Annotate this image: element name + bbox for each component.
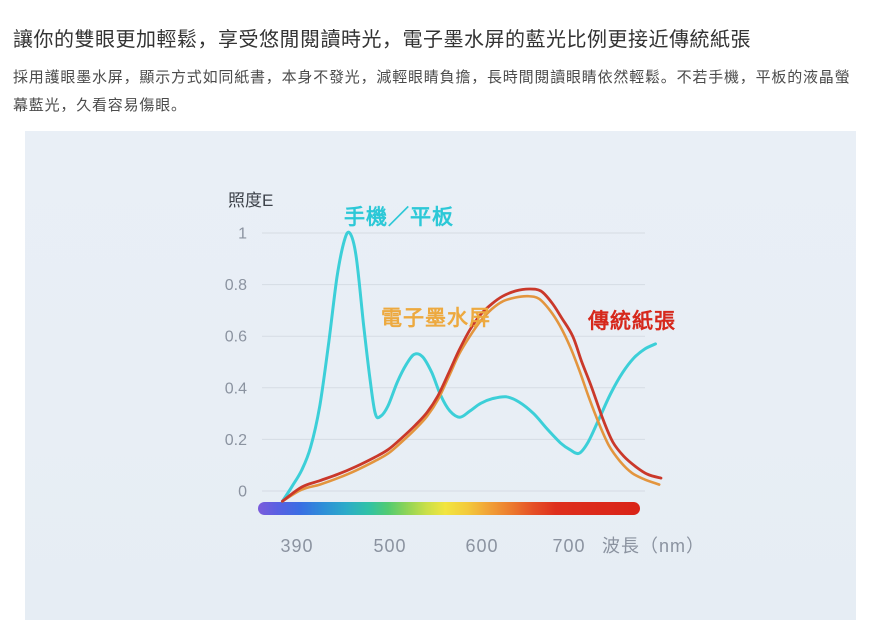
x-tick-label: 390 (280, 536, 313, 556)
y-axis-title: 照度E (228, 191, 273, 210)
series-curve-2 (281, 287, 663, 503)
series-curve-0 (280, 230, 657, 503)
y-tick-label: 0 (238, 484, 247, 501)
chart-panel: 0 0.2 0.4 0.6 0.8 1 照度E 390 500 600 700 波長（nm） 手機／平… (25, 131, 856, 620)
legend-phone-tablet: 手機／平板 (344, 206, 454, 229)
y-tick-label: 1 (238, 226, 247, 243)
y-tick-label: 0.6 (225, 329, 247, 346)
x-axis-title: 波長（nm） (602, 536, 705, 556)
spectrum-bar (258, 502, 640, 515)
legend-traditional-paper: 傳統紙張 (588, 310, 676, 333)
series-curve-1 (281, 294, 661, 503)
x-tick-label: 500 (373, 536, 406, 556)
y-tick-label: 0.2 (225, 432, 247, 449)
x-tick-label: 700 (552, 536, 585, 556)
spectrum-chart-svg: 0 0.2 0.4 0.6 0.8 1 照度E 390 500 600 700 波長（nm） (225, 191, 705, 556)
y-tick-label: 0.4 (225, 380, 247, 397)
section-body-line-1: 採用護眼墨水屏，顯示方式如同紙書，本身不發光，減輕眼睛負擔，長時間閱讀眼睛依然輕… (13, 69, 851, 86)
section-heading: 讓你的雙眼更加輕鬆，享受悠閒閱讀時光，電子墨水屏的藍光比例更接近傳統紙張 (13, 29, 751, 51)
legend-eink-screen: 電子墨水屏 (381, 307, 491, 330)
section-body-line-2: 幕藍光，久看容易傷眼。 (13, 97, 187, 114)
x-tick-label: 600 (465, 536, 498, 556)
y-tick-label: 0.8 (225, 277, 247, 294)
